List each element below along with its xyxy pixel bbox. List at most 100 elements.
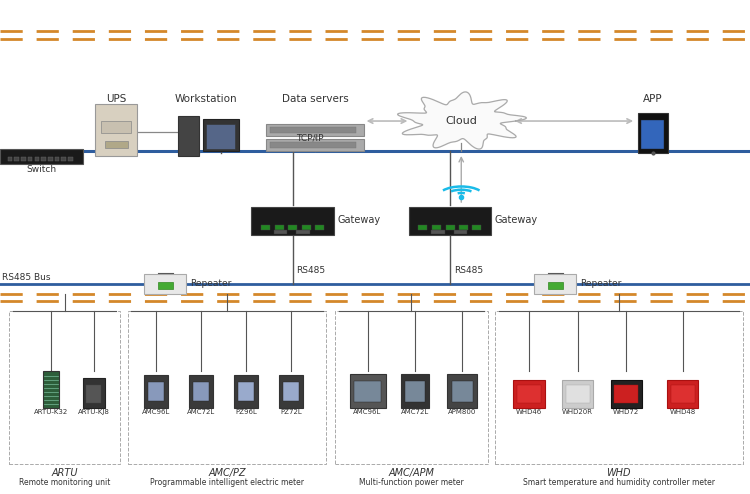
Text: Switch: Switch — [26, 165, 56, 174]
FancyBboxPatch shape — [234, 375, 258, 408]
FancyBboxPatch shape — [86, 385, 101, 403]
FancyBboxPatch shape — [283, 382, 299, 401]
Text: Multi-function power meter: Multi-function power meter — [359, 478, 464, 487]
FancyBboxPatch shape — [144, 274, 186, 294]
FancyBboxPatch shape — [48, 157, 52, 161]
FancyBboxPatch shape — [452, 381, 472, 402]
FancyBboxPatch shape — [302, 225, 310, 230]
FancyBboxPatch shape — [354, 381, 381, 402]
FancyBboxPatch shape — [432, 225, 441, 230]
FancyBboxPatch shape — [261, 225, 270, 230]
FancyBboxPatch shape — [534, 274, 576, 294]
Text: WHD48: WHD48 — [669, 410, 696, 415]
FancyBboxPatch shape — [350, 374, 386, 408]
FancyBboxPatch shape — [193, 382, 209, 401]
Text: AMC/APM: AMC/APM — [388, 468, 434, 478]
Polygon shape — [398, 92, 526, 149]
FancyBboxPatch shape — [202, 119, 238, 151]
Text: ARTU: ARTU — [51, 468, 78, 478]
Text: Workstation: Workstation — [175, 94, 238, 104]
Text: Gateway: Gateway — [338, 215, 380, 225]
Text: Repeater: Repeater — [190, 279, 232, 288]
FancyBboxPatch shape — [409, 207, 491, 235]
FancyBboxPatch shape — [34, 157, 39, 161]
FancyBboxPatch shape — [144, 375, 168, 408]
FancyBboxPatch shape — [43, 370, 59, 408]
FancyBboxPatch shape — [274, 230, 287, 234]
FancyBboxPatch shape — [667, 380, 698, 408]
FancyBboxPatch shape — [68, 157, 73, 161]
FancyBboxPatch shape — [101, 121, 131, 133]
Text: PZ72L: PZ72L — [280, 410, 302, 415]
Text: WHD72: WHD72 — [614, 410, 639, 415]
FancyBboxPatch shape — [400, 374, 429, 408]
FancyBboxPatch shape — [55, 157, 59, 161]
FancyBboxPatch shape — [548, 282, 562, 289]
FancyBboxPatch shape — [513, 380, 544, 408]
FancyBboxPatch shape — [431, 230, 445, 234]
Text: Smart temperature and humidity controller meter: Smart temperature and humidity controlle… — [523, 478, 715, 487]
Text: RS485: RS485 — [454, 266, 483, 275]
Text: WHD20R: WHD20R — [562, 410, 593, 415]
FancyBboxPatch shape — [566, 385, 590, 403]
FancyBboxPatch shape — [288, 225, 297, 230]
Text: AMC96L: AMC96L — [142, 410, 170, 415]
Text: Cloud: Cloud — [446, 116, 477, 126]
Text: ARTU-KJ8: ARTU-KJ8 — [78, 410, 110, 415]
FancyBboxPatch shape — [274, 225, 284, 230]
FancyBboxPatch shape — [614, 385, 638, 403]
Text: WHD46: WHD46 — [516, 410, 542, 415]
FancyBboxPatch shape — [82, 378, 105, 408]
FancyBboxPatch shape — [251, 207, 334, 235]
Text: AMC72L: AMC72L — [400, 410, 429, 415]
Text: AMC72L: AMC72L — [187, 410, 215, 415]
FancyBboxPatch shape — [315, 225, 324, 230]
Text: PZ96L: PZ96L — [235, 410, 257, 415]
Text: Programmable intelligent electric meter: Programmable intelligent electric meter — [150, 478, 304, 487]
FancyBboxPatch shape — [21, 157, 26, 161]
Text: APP: APP — [643, 94, 662, 104]
FancyBboxPatch shape — [454, 230, 467, 234]
FancyBboxPatch shape — [189, 375, 213, 408]
FancyBboxPatch shape — [419, 225, 428, 230]
FancyBboxPatch shape — [459, 225, 468, 230]
Text: Gateway: Gateway — [495, 215, 538, 225]
FancyBboxPatch shape — [8, 157, 12, 161]
FancyBboxPatch shape — [266, 124, 364, 136]
FancyBboxPatch shape — [517, 385, 541, 403]
FancyBboxPatch shape — [270, 127, 356, 133]
FancyBboxPatch shape — [610, 380, 642, 408]
Text: UPS: UPS — [106, 94, 127, 104]
FancyBboxPatch shape — [41, 157, 46, 161]
Text: Repeater: Repeater — [580, 279, 622, 288]
FancyBboxPatch shape — [266, 139, 364, 151]
FancyBboxPatch shape — [28, 157, 32, 161]
Text: AMC/PZ: AMC/PZ — [208, 468, 246, 478]
Text: TCP/IP: TCP/IP — [296, 134, 324, 143]
FancyBboxPatch shape — [62, 157, 66, 161]
FancyBboxPatch shape — [270, 142, 356, 148]
Text: ARTU-K32: ARTU-K32 — [34, 410, 68, 415]
FancyBboxPatch shape — [206, 124, 235, 149]
Text: 7.1: 7.1 — [523, 388, 535, 395]
Text: RS485: RS485 — [296, 266, 326, 275]
FancyBboxPatch shape — [178, 116, 199, 156]
FancyBboxPatch shape — [641, 120, 664, 149]
FancyBboxPatch shape — [447, 374, 477, 408]
FancyBboxPatch shape — [405, 381, 424, 402]
FancyBboxPatch shape — [95, 104, 137, 156]
Text: RS485 Bus: RS485 Bus — [2, 273, 50, 282]
FancyBboxPatch shape — [296, 230, 310, 234]
FancyBboxPatch shape — [0, 149, 82, 164]
FancyBboxPatch shape — [14, 157, 19, 161]
FancyBboxPatch shape — [472, 225, 482, 230]
FancyBboxPatch shape — [279, 375, 303, 408]
FancyBboxPatch shape — [158, 282, 172, 289]
Text: Data servers: Data servers — [282, 94, 348, 104]
FancyBboxPatch shape — [148, 382, 164, 401]
FancyBboxPatch shape — [638, 113, 668, 153]
Text: Remote monitoring unit: Remote monitoring unit — [19, 478, 110, 487]
Text: 7.1: 7.1 — [676, 388, 688, 395]
Text: AMC96L: AMC96L — [353, 410, 382, 415]
FancyBboxPatch shape — [238, 382, 254, 401]
